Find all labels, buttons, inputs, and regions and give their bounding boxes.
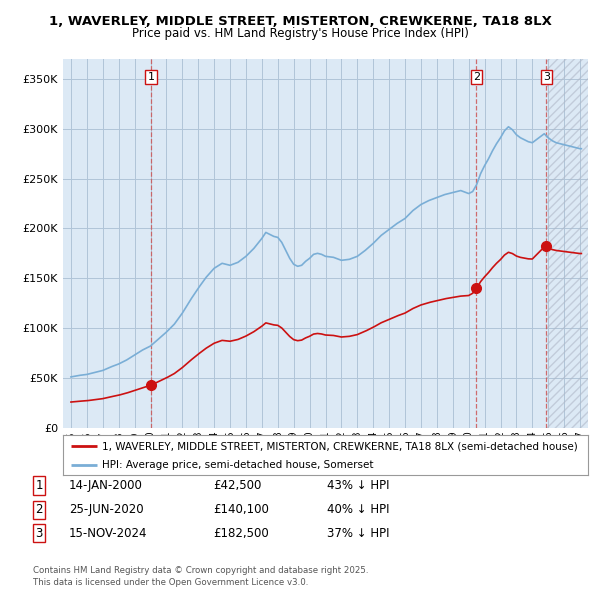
Text: Price paid vs. HM Land Registry's House Price Index (HPI): Price paid vs. HM Land Registry's House … [131, 27, 469, 40]
Text: HPI: Average price, semi-detached house, Somerset: HPI: Average price, semi-detached house,… [103, 460, 374, 470]
Text: Contains HM Land Registry data © Crown copyright and database right 2025.
This d: Contains HM Land Registry data © Crown c… [33, 566, 368, 587]
Text: 40% ↓ HPI: 40% ↓ HPI [327, 503, 389, 516]
Text: 37% ↓ HPI: 37% ↓ HPI [327, 527, 389, 540]
Text: 14-JAN-2000: 14-JAN-2000 [69, 479, 143, 492]
Text: 43% ↓ HPI: 43% ↓ HPI [327, 479, 389, 492]
Text: £182,500: £182,500 [213, 527, 269, 540]
Text: 1: 1 [148, 72, 155, 82]
Text: 1, WAVERLEY, MIDDLE STREET, MISTERTON, CREWKERNE, TA18 8LX: 1, WAVERLEY, MIDDLE STREET, MISTERTON, C… [49, 15, 551, 28]
Text: 3: 3 [35, 527, 43, 540]
Text: 1, WAVERLEY, MIDDLE STREET, MISTERTON, CREWKERNE, TA18 8LX (semi-detached house): 1, WAVERLEY, MIDDLE STREET, MISTERTON, C… [103, 441, 578, 451]
Text: 2: 2 [473, 72, 480, 82]
Text: £42,500: £42,500 [213, 479, 262, 492]
Text: 15-NOV-2024: 15-NOV-2024 [69, 527, 148, 540]
Text: 25-JUN-2020: 25-JUN-2020 [69, 503, 143, 516]
Text: £140,100: £140,100 [213, 503, 269, 516]
Text: 2: 2 [35, 503, 43, 516]
Text: 1: 1 [35, 479, 43, 492]
Text: 3: 3 [543, 72, 550, 82]
